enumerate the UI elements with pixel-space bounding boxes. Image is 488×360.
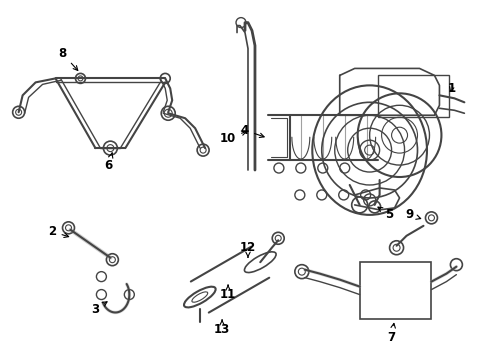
Text: 4: 4 [241, 124, 264, 138]
Text: 3: 3 [91, 302, 107, 316]
Text: 6: 6 [104, 153, 113, 172]
Text: 7: 7 [386, 323, 395, 344]
Text: 13: 13 [214, 320, 230, 336]
Text: 10: 10 [220, 131, 245, 145]
Text: 8: 8 [58, 47, 78, 71]
Text: 12: 12 [240, 241, 256, 257]
Bar [359, 262, 430, 319]
Text: 9: 9 [405, 208, 420, 221]
Text: 2: 2 [48, 225, 68, 238]
Text: 11: 11 [220, 285, 236, 301]
Text: 5: 5 [377, 207, 393, 221]
Bar [377, 75, 448, 117]
Text: 1: 1 [447, 82, 454, 95]
